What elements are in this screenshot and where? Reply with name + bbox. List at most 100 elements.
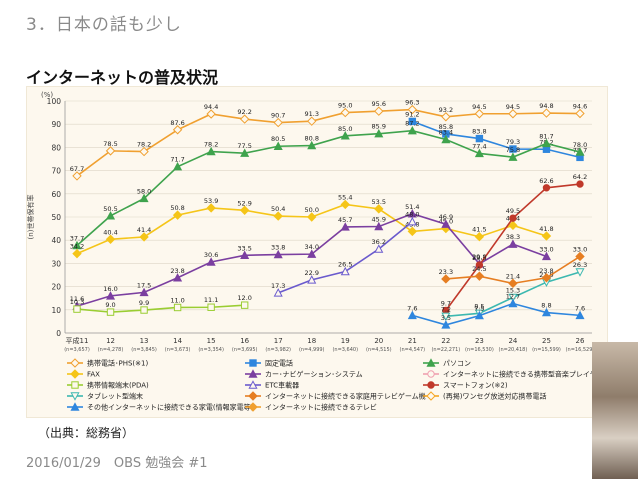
x-tick-label: 17 bbox=[274, 337, 283, 345]
data-label: 85.8 bbox=[439, 123, 453, 131]
data-label: 92.2 bbox=[237, 108, 251, 116]
data-point bbox=[139, 287, 149, 297]
data-label: 17.5 bbox=[137, 281, 151, 289]
legend-item: 携帯電話･PHS(※1) bbox=[67, 358, 148, 368]
x-tick-label: 18 bbox=[307, 337, 316, 345]
data-label: 71.7 bbox=[170, 156, 184, 164]
data-label: 94.5 bbox=[472, 103, 486, 111]
legend-label: インターネットに接続できる携帯型音楽プレイヤー bbox=[443, 370, 604, 379]
data-point bbox=[239, 114, 250, 124]
data-point bbox=[307, 275, 317, 284]
legend-label: その他インターネットに接続できる家電(情報家電等) bbox=[87, 403, 254, 412]
data-point bbox=[206, 257, 216, 266]
data-label: 55.4 bbox=[338, 193, 352, 201]
x-sample-size: (n=3,354) bbox=[198, 347, 224, 353]
legend-marker bbox=[70, 402, 80, 411]
data-point bbox=[508, 278, 518, 289]
data-label: 83.4 bbox=[439, 129, 453, 137]
data-point bbox=[474, 148, 484, 158]
presenter-photo bbox=[592, 342, 638, 479]
data-label: 94.8 bbox=[539, 102, 553, 110]
data-point bbox=[441, 274, 451, 284]
data-point bbox=[273, 249, 283, 259]
legend-item: インターネットに接続できる携帯型音楽プレイヤー bbox=[423, 370, 604, 379]
x-tick-label: 12 bbox=[106, 337, 115, 345]
data-point bbox=[474, 109, 485, 119]
data-label: 12.7 bbox=[506, 293, 520, 301]
data-point bbox=[72, 171, 82, 181]
x-sample-size: (n=3,982) bbox=[265, 347, 291, 353]
data-label: 64.2 bbox=[573, 173, 587, 181]
data-label: 7.5 bbox=[474, 305, 484, 313]
data-point bbox=[239, 205, 250, 215]
y-tick-label: 40 bbox=[51, 236, 61, 245]
data-label: 10.3 bbox=[70, 298, 84, 306]
data-label: 50.8 bbox=[170, 204, 184, 212]
x-sample-size: (n=3,673) bbox=[165, 347, 191, 353]
data-label: 34.2 bbox=[70, 243, 84, 251]
data-point bbox=[441, 320, 451, 329]
data-point bbox=[172, 125, 183, 135]
data-label: 36.2 bbox=[372, 238, 386, 246]
x-tick-label: 21 bbox=[408, 337, 417, 345]
data-label: 8.5 bbox=[474, 302, 484, 310]
data-label: 23.8 bbox=[539, 267, 553, 275]
data-point bbox=[575, 268, 585, 277]
x-sample-size: (n=3,640) bbox=[332, 347, 358, 353]
data-point bbox=[475, 134, 484, 143]
data-label: 78.2 bbox=[204, 141, 218, 149]
data-label: 33.8 bbox=[271, 244, 285, 252]
legend-marker bbox=[70, 392, 80, 401]
x-tick-label: 24 bbox=[508, 337, 517, 345]
data-label: 16.0 bbox=[103, 285, 117, 293]
data-label: 94.6 bbox=[573, 103, 587, 111]
data-point bbox=[72, 248, 82, 259]
legend-label: (再掲)ワンセグ放送対応携帯電話 bbox=[443, 392, 546, 401]
legend-label: ETC車載器 bbox=[265, 381, 299, 390]
data-point bbox=[72, 240, 82, 250]
data-point bbox=[105, 146, 116, 156]
data-point bbox=[441, 112, 451, 122]
series-0: 67.7 78.5 78.2 87.6 94.4 92.2 90.7 91.3 95.0 95.6… bbox=[70, 99, 587, 181]
data-point bbox=[105, 234, 116, 244]
data-point bbox=[240, 148, 250, 157]
data-point bbox=[508, 293, 518, 303]
data-label: 21.4 bbox=[506, 272, 520, 280]
data-label: 11.6 bbox=[70, 295, 84, 303]
data-label: 91.2 bbox=[405, 110, 419, 118]
data-label: 93.2 bbox=[439, 106, 453, 114]
footer-date-event: 2016/01/29 OBS 勉強会 #1 bbox=[26, 456, 208, 471]
legend-label: インターネットに接続できる家庭用テレビゲーム機 bbox=[265, 392, 426, 401]
x-tick-label: 20 bbox=[374, 337, 383, 345]
data-point bbox=[508, 152, 518, 161]
data-label: 80.5 bbox=[271, 135, 285, 143]
x-tick-label: 平成11 bbox=[66, 336, 89, 345]
data-point bbox=[509, 145, 517, 153]
data-point bbox=[541, 307, 552, 317]
legend-label: インターネットに接続できるテレビ bbox=[265, 403, 377, 412]
data-label: 7.6 bbox=[575, 304, 585, 312]
slide-title: 3．日本の話も少し bbox=[26, 15, 182, 35]
data-point bbox=[508, 239, 518, 248]
data-point bbox=[407, 226, 418, 237]
legend-item: パソコン bbox=[423, 358, 471, 368]
data-point bbox=[273, 117, 283, 128]
data-point bbox=[441, 312, 451, 322]
source-note: （出典：総務省） bbox=[38, 426, 135, 440]
legend-item: タブレット型端末 bbox=[67, 392, 143, 401]
data-label: 23.8 bbox=[170, 267, 184, 275]
x-tick-label: 16 bbox=[240, 337, 249, 345]
data-label: 67.7 bbox=[70, 165, 84, 173]
data-label: 8.8 bbox=[541, 302, 551, 310]
data-label: 29.3 bbox=[472, 254, 486, 262]
x-sample-size: (n=20,418) bbox=[499, 347, 528, 353]
data-label: 37.7 bbox=[70, 235, 84, 243]
y-tick-label: 80 bbox=[51, 143, 61, 152]
x-sample-size: (n=4,999) bbox=[299, 347, 325, 353]
data-label: 9.9 bbox=[139, 299, 149, 307]
data-point bbox=[106, 308, 115, 316]
data-point bbox=[173, 273, 183, 282]
data-label: 24.5 bbox=[472, 265, 486, 273]
data-label: 40.4 bbox=[103, 228, 117, 236]
data-label: 48.0 bbox=[405, 211, 419, 219]
